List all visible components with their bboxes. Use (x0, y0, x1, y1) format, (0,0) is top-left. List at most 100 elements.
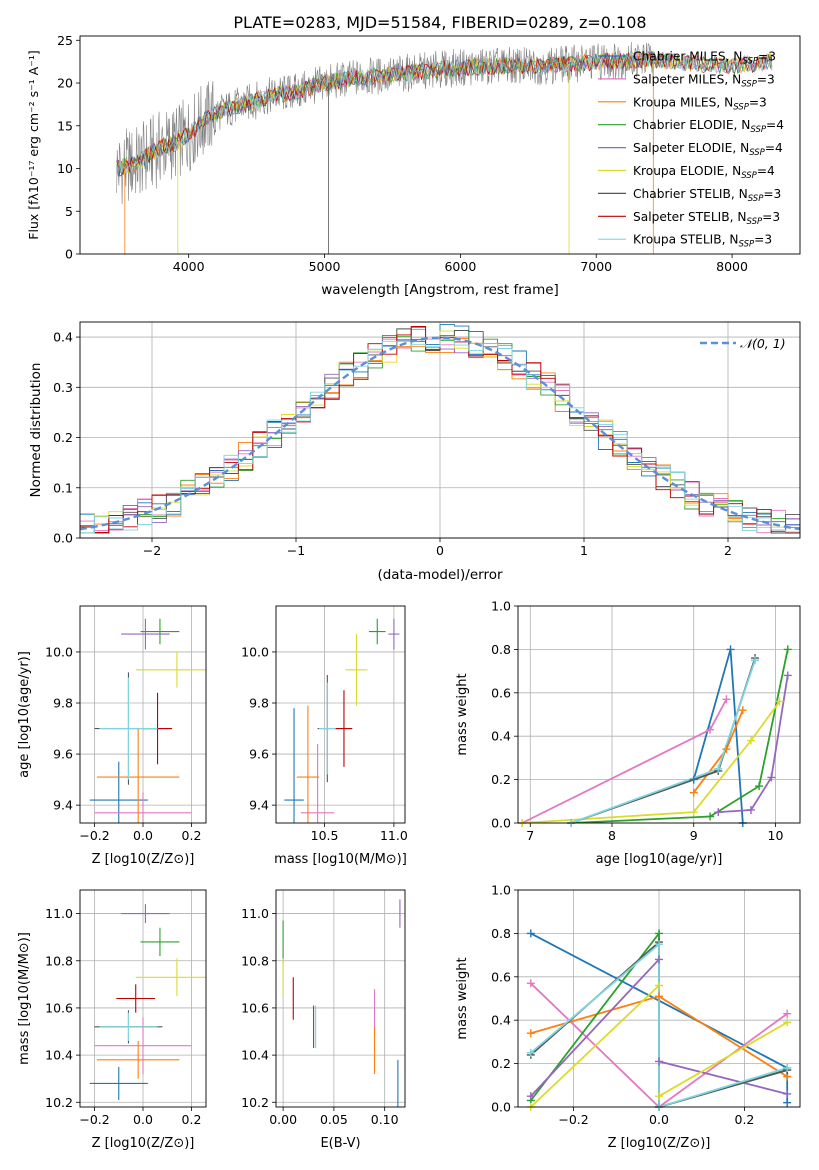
plot-area (80, 324, 800, 538)
x-tick-label: 9 (690, 828, 698, 843)
y-axis-label: age [log10(age/yr)] (17, 651, 32, 778)
weight-marker-chabrier-miles (726, 645, 735, 654)
x-tick-label: 8000 (716, 259, 748, 274)
axes-frame (79, 889, 207, 1108)
model-spectrum-salpeter-stelib (116, 51, 773, 177)
model-spectrum-chabrier-stelib (116, 52, 773, 175)
weight-marker-salpeter-miles (783, 1009, 792, 1018)
weight-marker-salpeter-elodie (714, 808, 723, 817)
x-tick-label: 0.05 (320, 1112, 348, 1127)
y-tick-label: 10.6 (241, 1000, 269, 1015)
x-tick-label: 1 (580, 543, 588, 558)
weight-marker-salpeter-elodie (655, 1057, 663, 1066)
y-tick-label: 0.6 (491, 685, 511, 700)
x-tick-label: 8 (608, 828, 616, 843)
x-tick-label: 0.2 (182, 828, 202, 843)
x-tick-label: 0 (436, 543, 444, 558)
x-axis-label: E(B-V) (320, 1136, 360, 1151)
y-tick-label: 0.4 (53, 330, 73, 345)
weight-marker-chabrier-elodie (755, 782, 764, 791)
y-tick-label: 1.0 (491, 883, 511, 898)
weight-marker-salpeter-miles (526, 979, 535, 988)
x-axis-label: Z [log10(Z/Z⊙)] (92, 852, 195, 867)
plot-area (89, 904, 206, 1100)
x-tick-label: 4000 (173, 259, 205, 274)
x-tick-label: 0.10 (371, 1112, 399, 1127)
weight-marker-salpeter-miles (722, 695, 731, 704)
weight-marker-kroupa-elodie (783, 1018, 792, 1027)
weight-line-kroupa-stelib (530, 942, 788, 1107)
plot-area (116, 41, 773, 254)
y-tick-label: 0.4 (491, 729, 511, 744)
weight-line-salpeter-elodie (718, 675, 789, 813)
x-tick-label: −0.2 (558, 1112, 588, 1127)
weight-marker-kroupa-stelib (751, 656, 760, 665)
y-tick-label: 0.1 (53, 480, 73, 495)
weight-marker-salpeter-elodie (783, 1089, 792, 1098)
x-tick-label: 5000 (309, 259, 341, 274)
y-tick-label: 11.0 (241, 906, 269, 921)
y-tick-label: 0.3 (53, 380, 73, 395)
x-tick-label: 0.2 (182, 1112, 202, 1127)
y-tick-label: 9.8 (53, 696, 73, 711)
x-tick-label: 0.0 (133, 828, 153, 843)
legend-label: Salpeter MILES, NSSP=3 (633, 72, 775, 89)
x-tick-label: 6000 (444, 259, 476, 274)
x-tick-label: 2 (724, 543, 732, 558)
x-tick-label: 10.5 (311, 828, 339, 843)
weight-marker-chabrier-elodie (783, 645, 792, 654)
legend-label: Chabrier MILES, NSSP=3 (633, 50, 776, 67)
plot-area (530, 930, 789, 1107)
weight-marker-kroupa-stelib (526, 1048, 535, 1057)
y-tick-label: 10.6 (45, 1000, 73, 1015)
weight-marker-salpeter-elodie (526, 1092, 535, 1101)
x-tick-label: 0.0 (649, 1112, 669, 1127)
legend-label: Salpeter ELODIE, NSSP=4 (633, 141, 783, 158)
axes-frame (79, 321, 801, 539)
weight-marker-kroupa-stelib (714, 764, 723, 773)
weight-marker-kroupa-stelib (783, 1063, 792, 1072)
y-tick-label: 0.8 (491, 926, 511, 941)
axes-frame (275, 889, 406, 1108)
y-axis-label: Normed distribution (28, 363, 44, 498)
y-tick-label: 10.8 (45, 953, 73, 968)
weight-marker-kroupa-miles (655, 992, 663, 1001)
y-tick-label: 9.6 (249, 747, 269, 762)
y-axis-label: Flux [fλ10⁻¹⁷ erg cm⁻² s⁻¹ A⁻¹] (26, 50, 41, 239)
model-spectrum-kroupa-stelib (116, 51, 773, 176)
y-tick-label: 0.8 (491, 642, 511, 657)
y-tick-label: 0 (65, 247, 73, 262)
y-tick-label: 11.0 (45, 906, 73, 921)
x-axis-label: mass [log10(M/M⊙)] (274, 852, 407, 867)
normal-curve (80, 336, 800, 531)
weight-marker-chabrier-elodie (655, 929, 663, 938)
x-axis-label: age [log10(age/yr)] (596, 852, 723, 867)
x-tick-label: 11.0 (380, 828, 408, 843)
y-tick-label: 9.4 (249, 798, 269, 813)
weight-marker-salpeter-elodie (746, 805, 755, 814)
y-tick-label: 9.6 (53, 747, 73, 762)
weight-marker-kroupa-elodie (746, 736, 755, 745)
x-tick-label: 7000 (580, 259, 612, 274)
y-tick-label: 0.2 (53, 430, 73, 445)
x-tick-label: −2 (143, 543, 161, 558)
x-tick-label: 7 (526, 828, 534, 843)
weight-marker-salpeter-miles (706, 725, 715, 734)
weight-marker-chabrier-miles (783, 1098, 792, 1107)
legend-label: Kroupa STELIB, NSSP=3 (633, 233, 772, 250)
y-axis-label: mass weight (455, 673, 470, 755)
axes-frame (79, 605, 207, 824)
weight-marker-kroupa-stelib (655, 940, 663, 949)
x-tick-label: −0.2 (79, 1112, 109, 1127)
y-tick-label: 25 (57, 33, 73, 48)
weight-line-kroupa-elodie (522, 700, 781, 823)
y-tick-label: 10.2 (45, 1095, 73, 1110)
y-tick-label: 10 (57, 161, 73, 176)
y-tick-label: 10.0 (241, 644, 269, 659)
plot-area (282, 899, 401, 1107)
legend-label: 𝒩(0, 1) (740, 336, 786, 351)
weight-marker-kroupa-miles (722, 745, 731, 754)
y-tick-label: 0.2 (491, 772, 511, 787)
plot-area (284, 618, 400, 823)
